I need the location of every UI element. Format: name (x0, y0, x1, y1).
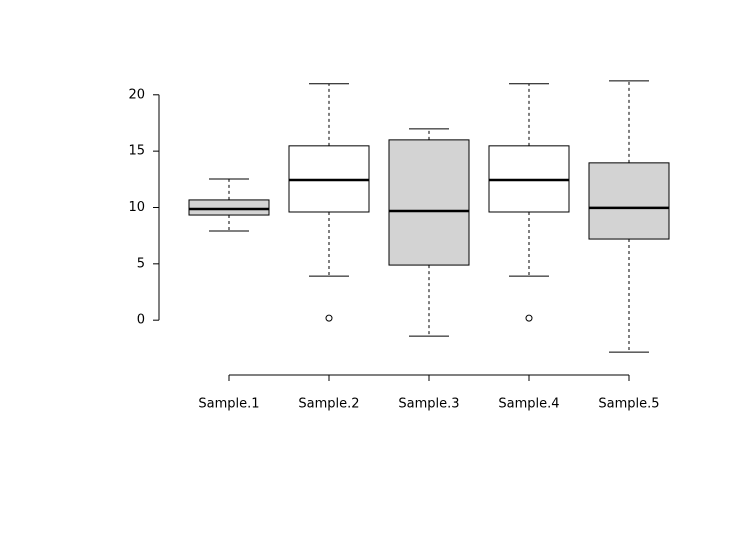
y-tick-label: 10 (128, 200, 145, 215)
outlier (325, 314, 333, 322)
x-tick-label: Sample.4 (498, 397, 559, 412)
y-tick-label: 15 (128, 144, 145, 159)
y-tick-label: 0 (137, 313, 145, 328)
box (388, 139, 470, 266)
box (188, 199, 270, 216)
box (588, 162, 670, 240)
x-tick-label: Sample.2 (298, 397, 359, 412)
y-tick-label: 5 (137, 256, 145, 271)
x-tick-label: Sample.5 (598, 397, 659, 412)
x-tick-label: Sample.1 (198, 397, 259, 412)
x-tick-label: Sample.3 (398, 397, 459, 412)
y-tick-label: 20 (128, 87, 145, 102)
outlier (525, 314, 533, 322)
